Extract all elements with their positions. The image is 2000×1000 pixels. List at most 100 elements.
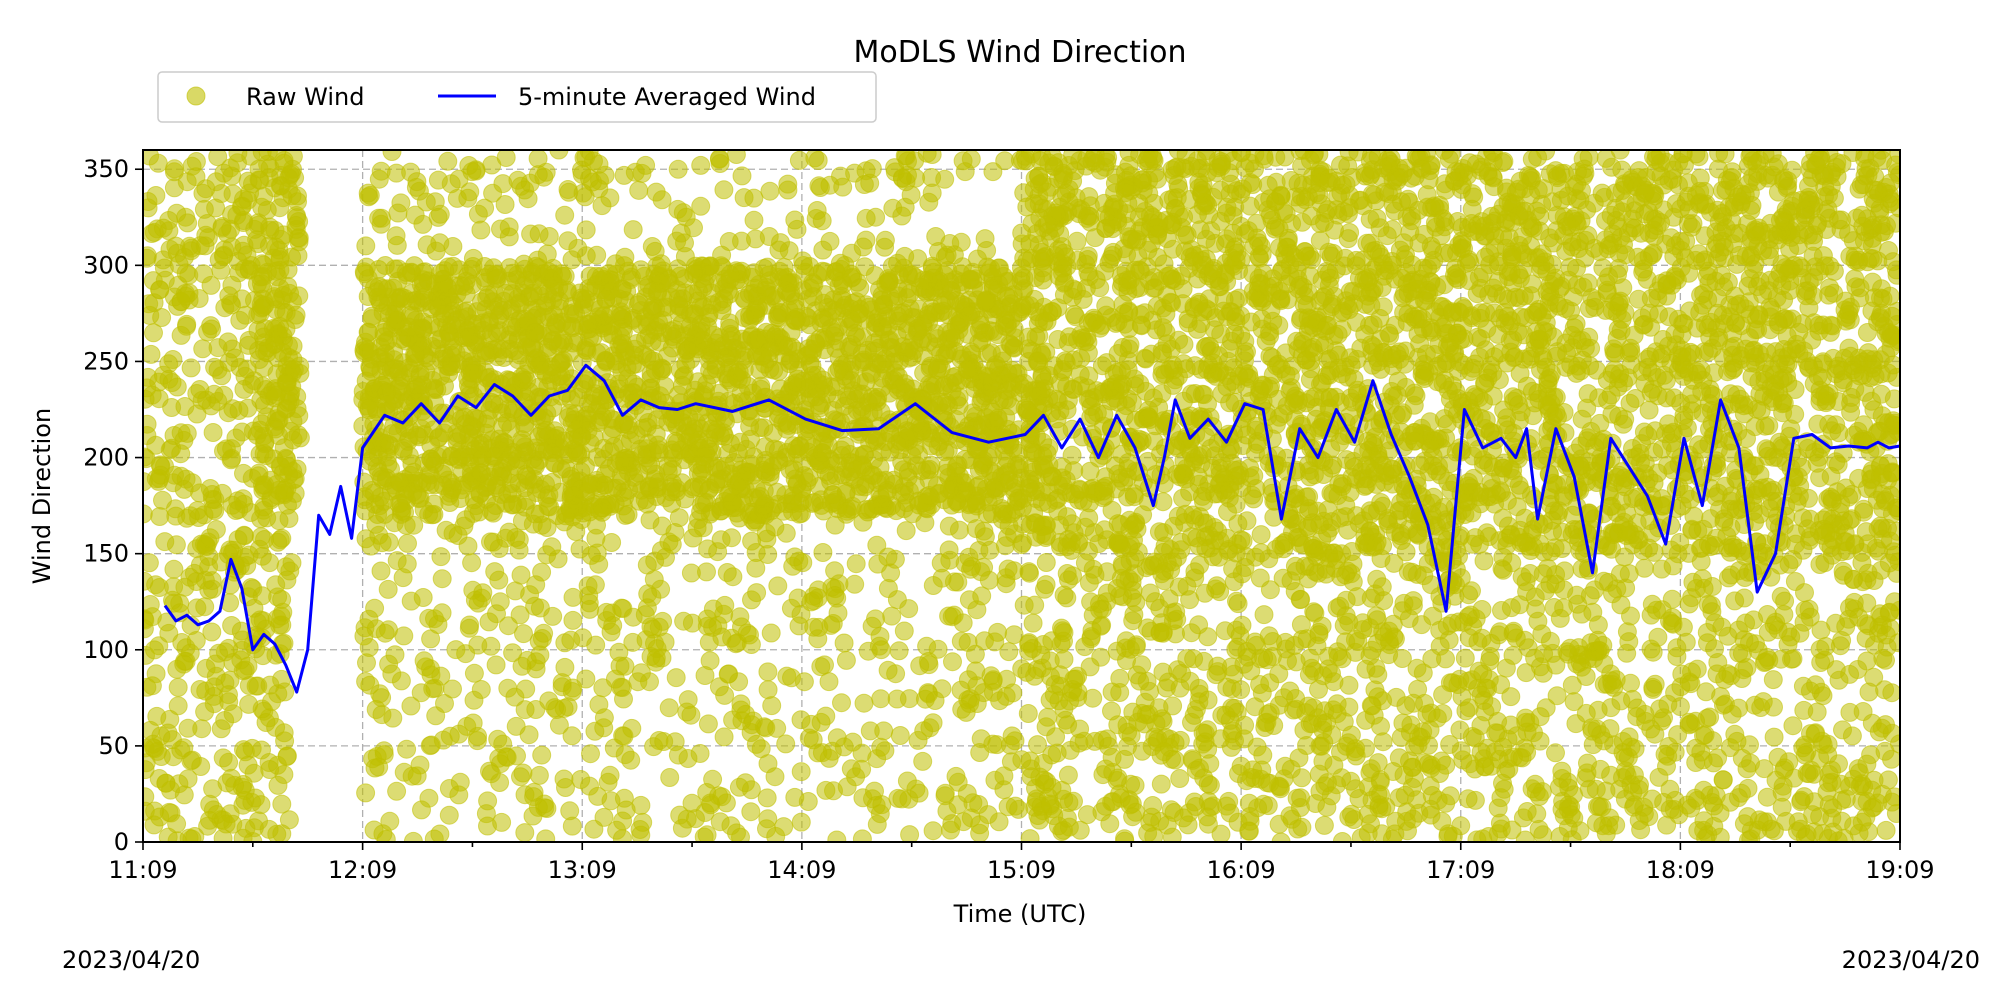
raw-wind-point	[690, 438, 710, 458]
raw-wind-point	[432, 569, 452, 589]
raw-wind-point	[215, 240, 235, 260]
raw-wind-point	[251, 274, 271, 294]
raw-wind-point	[760, 181, 780, 201]
raw-wind-point	[143, 305, 160, 325]
raw-wind-point	[218, 403, 238, 423]
raw-wind-point	[219, 638, 239, 658]
raw-wind-point	[787, 386, 807, 406]
raw-wind-point	[446, 640, 466, 660]
raw-wind-point	[354, 626, 374, 646]
raw-wind-point	[529, 387, 548, 407]
raw-wind-point	[487, 475, 507, 495]
raw-wind-point	[729, 777, 749, 797]
raw-wind-point	[479, 612, 499, 632]
raw-wind-point	[757, 788, 777, 808]
raw-wind-point	[579, 586, 599, 605]
raw-wind-point	[146, 435, 166, 455]
raw-wind-point	[694, 385, 714, 405]
raw-wind-point	[908, 249, 928, 269]
raw-wind-point	[187, 404, 207, 424]
raw-wind-point	[958, 360, 978, 380]
raw-wind-point	[515, 180, 535, 200]
raw-wind-point	[366, 700, 386, 719]
raw-wind-point	[963, 262, 983, 282]
raw-wind-point	[284, 360, 304, 380]
raw-wind-point	[726, 150, 746, 164]
raw-wind-point	[697, 609, 717, 629]
raw-wind-point	[622, 718, 642, 738]
raw-wind-point	[937, 245, 957, 265]
raw-wind-point	[216, 439, 236, 459]
raw-wind-point	[199, 557, 219, 577]
raw-wind-point	[371, 561, 391, 581]
raw-wind-point	[411, 274, 431, 294]
raw-wind-point	[572, 510, 592, 530]
raw-wind-point	[1033, 270, 1053, 290]
raw-wind-point	[368, 445, 388, 465]
raw-wind-point	[761, 286, 781, 306]
raw-wind-point	[890, 726, 910, 745]
raw-wind-point	[741, 802, 761, 822]
raw-wind-point	[511, 565, 531, 585]
raw-wind-point	[162, 398, 182, 417]
raw-wind-point	[200, 528, 220, 548]
raw-wind-point	[532, 562, 552, 582]
raw-wind-point	[908, 730, 928, 750]
raw-wind-point	[581, 474, 601, 494]
raw-wind-point	[288, 192, 307, 212]
raw-wind-point	[274, 153, 294, 173]
raw-wind-point	[143, 553, 159, 573]
raw-wind-point	[714, 727, 734, 747]
raw-wind-point	[740, 625, 759, 645]
raw-wind-point	[584, 819, 604, 839]
raw-wind-point	[354, 262, 374, 282]
raw-wind-point	[769, 361, 789, 381]
raw-wind-point	[839, 467, 859, 487]
raw-wind-point	[476, 804, 496, 824]
raw-wind-point	[194, 199, 214, 219]
raw-wind-point	[798, 792, 818, 811]
raw-wind-point	[971, 315, 991, 335]
raw-wind-point	[431, 547, 451, 567]
raw-wind-point	[218, 332, 238, 352]
raw-wind-point	[276, 319, 296, 339]
raw-wind-point	[558, 231, 578, 251]
raw-wind-point	[582, 312, 602, 332]
raw-wind-point	[953, 151, 973, 171]
raw-wind-point	[716, 411, 735, 431]
raw-wind-point	[401, 591, 421, 611]
raw-wind-point	[803, 287, 823, 307]
raw-wind-point	[195, 702, 215, 722]
raw-wind-point	[1005, 796, 1025, 816]
raw-wind-point	[203, 779, 223, 799]
raw-wind-point	[841, 309, 861, 329]
raw-wind-point	[991, 499, 1011, 518]
raw-wind-point	[143, 385, 162, 405]
raw-wind-point	[825, 515, 845, 535]
raw-wind-point	[172, 633, 192, 652]
raw-wind-point	[1005, 731, 1025, 751]
raw-wind-point	[384, 513, 404, 533]
raw-wind-point	[241, 578, 261, 597]
raw-wind-point	[892, 206, 912, 226]
raw-wind-point	[467, 731, 487, 751]
raw-wind-point	[852, 759, 872, 779]
raw-wind-point	[250, 610, 270, 630]
raw-wind-point	[222, 204, 242, 224]
raw-wind-point	[476, 414, 496, 434]
raw-wind-point	[149, 769, 169, 788]
raw-wind-point	[633, 344, 653, 364]
raw-wind-point	[687, 518, 707, 538]
raw-wind-point	[758, 662, 778, 682]
raw-wind-point	[387, 781, 407, 801]
raw-wind-point	[233, 661, 253, 681]
raw-wind-point	[938, 305, 958, 325]
raw-wind-point	[999, 642, 1019, 662]
raw-wind-point	[614, 165, 634, 185]
raw-wind-point	[922, 150, 942, 164]
raw-wind-point	[499, 522, 519, 542]
raw-wind-point	[629, 180, 649, 200]
raw-wind-point	[488, 729, 508, 749]
raw-wind-point	[516, 465, 536, 484]
raw-wind-point	[771, 379, 791, 399]
